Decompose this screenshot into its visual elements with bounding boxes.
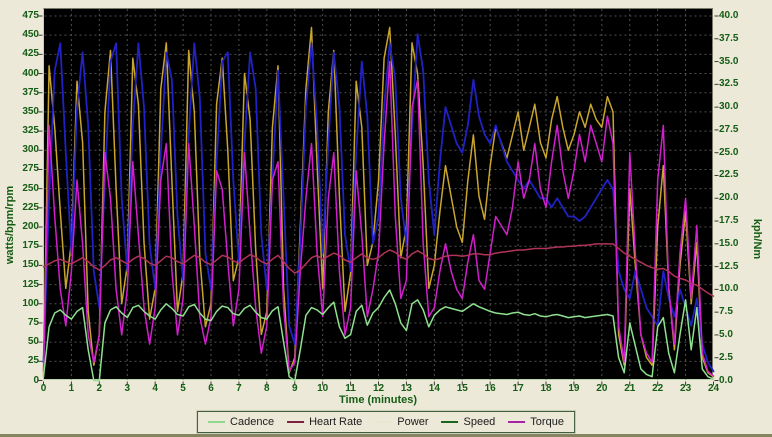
right-tick-label: 15.0: [719, 237, 739, 249]
plot-area[interactable]: [43, 8, 713, 380]
x-tick-label: 21: [624, 383, 636, 394]
left-tick-label: 200: [22, 221, 39, 233]
left-tick-label: 300: [22, 144, 39, 156]
left-tick-label: 0: [33, 374, 39, 386]
left-tick-label: 325: [22, 125, 39, 137]
x-tick-label: 13: [400, 383, 412, 394]
left-tick-label: 75: [27, 316, 39, 328]
right-tick-label: 7.5: [719, 306, 733, 318]
x-tick-label: 8: [264, 383, 270, 394]
left-tick-label: 150: [22, 259, 39, 271]
left-tick-label: 475: [22, 10, 39, 21]
x-tick-label: 6: [208, 383, 214, 394]
right-tick-label: 10.0: [719, 283, 739, 295]
legend-item-speed: Speed: [441, 416, 495, 428]
left-axis-title: watts/bpm/rpm: [4, 185, 16, 265]
legend-item-cadence: Cadence: [208, 416, 274, 428]
legend: Cadence Heart Rate Power Speed Torque: [197, 411, 575, 433]
right-tick-label: 17.5: [719, 215, 739, 227]
left-tick-label: 100: [22, 297, 39, 309]
right-axis-title: kph/Nm: [751, 218, 763, 260]
left-tick-label: 450: [22, 29, 39, 41]
left-tick-label: 50: [27, 336, 39, 348]
x-tick-label: 11: [345, 383, 356, 394]
x-tick-label: 22: [652, 383, 664, 394]
left-tick-label: 350: [22, 105, 39, 117]
left-tick-label: 425: [22, 48, 39, 60]
left-tick-label: 25: [27, 355, 39, 367]
legend-item-heart-rate: Heart Rate: [287, 416, 362, 428]
x-tick-label: 20: [596, 383, 608, 394]
legend-label-torque: Torque: [530, 416, 564, 428]
right-tick-label: 0.0: [719, 374, 733, 386]
x-tick-label: 15: [456, 383, 468, 394]
legend-label-speed: Speed: [463, 416, 496, 428]
heart-rate-line-swatch-icon: [287, 421, 305, 423]
left-tick-label: 250: [22, 182, 39, 194]
legend-label-heart-rate: Heart Rate: [309, 416, 363, 428]
x-tick-label: 23: [680, 383, 692, 394]
x-tick-label: 19: [568, 383, 580, 394]
power-line-swatch-icon: [375, 421, 393, 423]
right-tick-label: 5.0: [719, 328, 733, 340]
left-tick-label: 375: [22, 86, 39, 98]
x-tick-label: 9: [291, 383, 298, 394]
right-tick-label: 35.0: [719, 55, 739, 67]
x-tick-label: 14: [428, 383, 440, 394]
x-tick-label: 5: [180, 383, 186, 394]
right-tick-label: 30.0: [719, 101, 739, 113]
x-tick-label: 2: [96, 383, 103, 394]
right-tick-label: 25.0: [719, 146, 739, 158]
x-tick-label: 7: [236, 383, 242, 394]
left-tick-label: 175: [22, 240, 39, 252]
x-tick-label: 4: [152, 383, 158, 394]
x-tick-label: 17: [512, 383, 524, 394]
x-tick-label: 12: [372, 383, 385, 394]
x-tick-label: 16: [484, 383, 496, 394]
right-tick-label: 27.5: [719, 123, 739, 135]
x-tick-label: 1: [68, 383, 75, 394]
right-tick-label: 32.5: [719, 78, 739, 90]
legend-label-cadence: Cadence: [230, 416, 275, 428]
x-tick-label: 0: [40, 383, 47, 394]
legend-item-torque: Torque: [508, 416, 564, 428]
x-tick-label: 10: [317, 383, 329, 394]
right-tick-label: 40.0: [719, 10, 739, 21]
cadence-line-swatch-icon: [208, 421, 226, 423]
right-tick-label: 22.5: [719, 169, 739, 181]
right-tick-label: 12.5: [719, 260, 739, 272]
left-tick-label: 225: [22, 201, 39, 213]
legend-label-power: Power: [397, 416, 429, 428]
window-bottom-edge: [0, 434, 772, 437]
right-tick-label: 20.0: [719, 192, 739, 204]
legend-item-power: Power: [375, 416, 428, 428]
right-tick-label: 2.5: [719, 351, 733, 363]
torque-line-swatch-icon: [508, 421, 526, 423]
x-tick-label: 3: [124, 383, 131, 394]
speed-line-swatch-icon: [441, 421, 459, 423]
left-tick-label: 275: [22, 163, 39, 175]
x-axis-title: Time (minutes): [338, 394, 418, 406]
x-tick-label: 18: [540, 383, 552, 394]
right-tick-label: 37.5: [719, 32, 739, 44]
left-tick-label: 125: [22, 278, 39, 290]
x-tick-label: 24: [707, 383, 720, 394]
left-tick-label: 400: [22, 67, 39, 79]
